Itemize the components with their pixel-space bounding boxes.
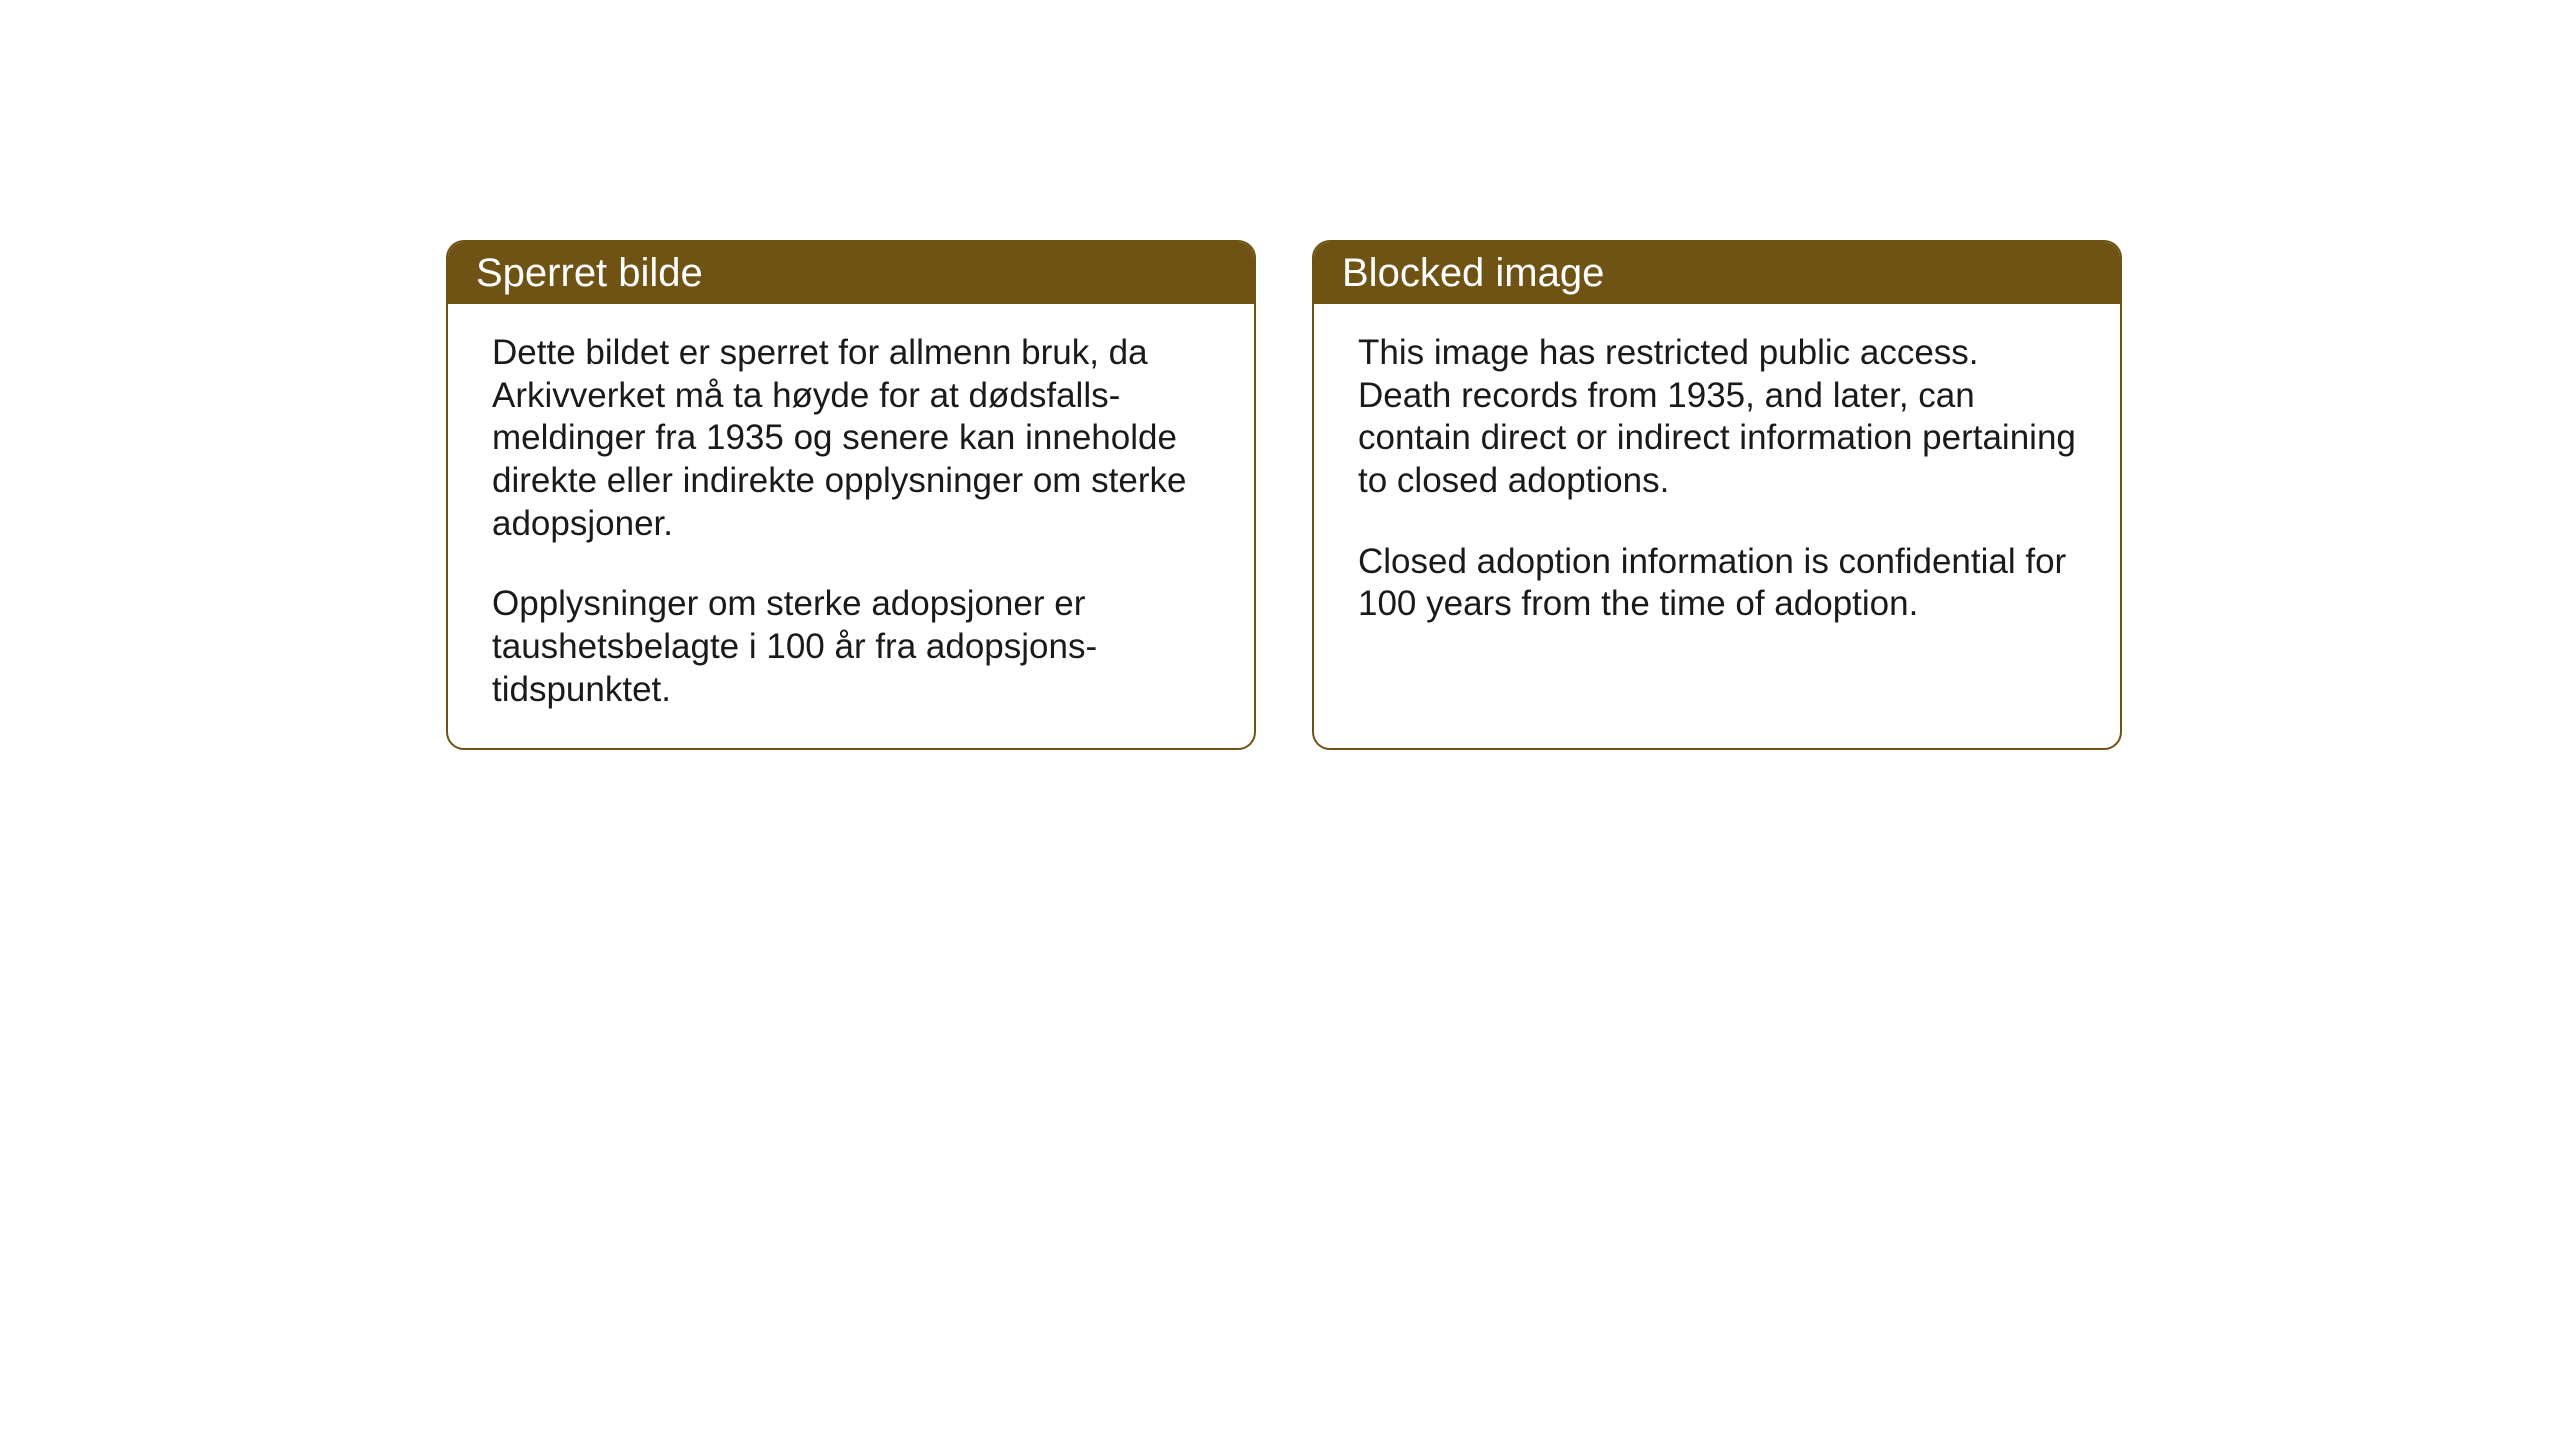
card-body-english: This image has restricted public access.… [1314, 304, 2120, 654]
card-paragraph-english-2: Closed adoption information is confident… [1358, 541, 2076, 626]
card-header-norwegian: Sperret bilde [448, 242, 1254, 304]
card-body-norwegian: Dette bildet er sperret for allmenn bruk… [448, 304, 1254, 740]
card-title-english: Blocked image [1342, 251, 1604, 296]
notice-card-english: Blocked image This image has restricted … [1312, 240, 2122, 750]
card-paragraph-norwegian-1: Dette bildet er sperret for allmenn bruk… [492, 332, 1210, 545]
card-paragraph-english-1: This image has restricted public access.… [1358, 332, 2076, 503]
card-paragraph-norwegian-2: Opplysninger om sterke adopsjoner er tau… [492, 583, 1210, 711]
card-header-english: Blocked image [1314, 242, 2120, 304]
notice-card-norwegian: Sperret bilde Dette bildet er sperret fo… [446, 240, 1256, 750]
notice-cards-container: Sperret bilde Dette bildet er sperret fo… [446, 240, 2122, 750]
card-title-norwegian: Sperret bilde [476, 251, 703, 296]
